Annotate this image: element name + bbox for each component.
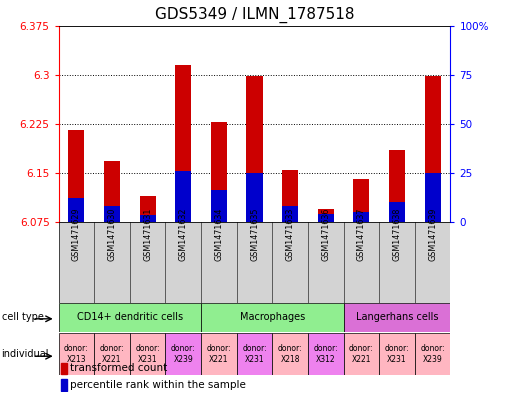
Bar bbox=[237, 333, 272, 375]
Text: Langerhans cells: Langerhans cells bbox=[356, 312, 438, 322]
Bar bbox=[318, 213, 334, 222]
Bar bbox=[94, 333, 130, 375]
Text: donor:
X239: donor: X239 bbox=[420, 344, 445, 364]
Bar bbox=[68, 130, 84, 222]
Bar bbox=[130, 333, 165, 375]
Bar bbox=[165, 333, 201, 375]
Bar bbox=[211, 190, 227, 222]
Text: GSM1471638: GSM1471638 bbox=[392, 208, 402, 261]
Bar bbox=[272, 333, 308, 375]
Bar bbox=[344, 333, 379, 375]
Bar bbox=[139, 215, 156, 222]
Text: donor:
X221: donor: X221 bbox=[349, 344, 374, 364]
Text: donor:
X221: donor: X221 bbox=[207, 344, 231, 364]
Text: GSM1471632: GSM1471632 bbox=[179, 207, 188, 261]
Text: donor:
X221: donor: X221 bbox=[100, 344, 124, 364]
Bar bbox=[389, 150, 405, 222]
Text: CD14+ dendritic cells: CD14+ dendritic cells bbox=[77, 312, 183, 322]
Text: individual: individual bbox=[2, 349, 49, 359]
Bar bbox=[379, 333, 415, 375]
Bar bbox=[389, 202, 405, 222]
Text: GSM1471631: GSM1471631 bbox=[143, 208, 152, 261]
Bar bbox=[308, 333, 344, 375]
Text: transformed count: transformed count bbox=[70, 364, 167, 373]
Text: donor:
X231: donor: X231 bbox=[135, 344, 160, 364]
Text: GSM1471635: GSM1471635 bbox=[250, 207, 259, 261]
Text: donor:
X218: donor: X218 bbox=[278, 344, 302, 364]
Bar bbox=[425, 173, 441, 222]
Bar bbox=[318, 209, 334, 222]
Bar bbox=[246, 76, 263, 222]
Text: percentile rank within the sample: percentile rank within the sample bbox=[70, 380, 246, 390]
Bar bbox=[61, 379, 68, 391]
Bar bbox=[415, 333, 450, 375]
Bar bbox=[175, 171, 191, 222]
Bar bbox=[282, 170, 298, 222]
Bar bbox=[59, 333, 94, 375]
Bar bbox=[425, 76, 441, 222]
Text: GSM1471634: GSM1471634 bbox=[214, 208, 223, 261]
Text: GSM1471633: GSM1471633 bbox=[286, 208, 295, 261]
Text: GSM1471630: GSM1471630 bbox=[107, 208, 117, 261]
Text: GSM1471629: GSM1471629 bbox=[72, 207, 81, 261]
Text: donor:
X312: donor: X312 bbox=[314, 344, 338, 364]
Bar bbox=[353, 212, 370, 222]
Text: donor:
X239: donor: X239 bbox=[171, 344, 195, 364]
Text: donor:
X213: donor: X213 bbox=[64, 344, 89, 364]
Text: donor:
X231: donor: X231 bbox=[242, 344, 267, 364]
Title: GDS5349 / ILMN_1787518: GDS5349 / ILMN_1787518 bbox=[155, 7, 354, 23]
Bar bbox=[344, 303, 450, 332]
Bar bbox=[201, 303, 344, 332]
Bar bbox=[68, 198, 84, 222]
Text: GSM1471636: GSM1471636 bbox=[321, 208, 330, 261]
Bar bbox=[353, 180, 370, 222]
Text: GSM1471639: GSM1471639 bbox=[428, 207, 437, 261]
Text: cell type: cell type bbox=[2, 312, 43, 322]
Bar bbox=[282, 206, 298, 222]
Bar bbox=[104, 206, 120, 222]
Text: GSM1471637: GSM1471637 bbox=[357, 207, 366, 261]
Bar bbox=[104, 161, 120, 222]
Text: Macrophages: Macrophages bbox=[240, 312, 305, 322]
Bar bbox=[201, 333, 237, 375]
Bar bbox=[61, 362, 68, 374]
Bar bbox=[246, 173, 263, 222]
Bar bbox=[139, 196, 156, 222]
Bar bbox=[59, 303, 201, 332]
Text: donor:
X231: donor: X231 bbox=[385, 344, 409, 364]
Bar bbox=[175, 65, 191, 222]
Bar bbox=[211, 122, 227, 222]
